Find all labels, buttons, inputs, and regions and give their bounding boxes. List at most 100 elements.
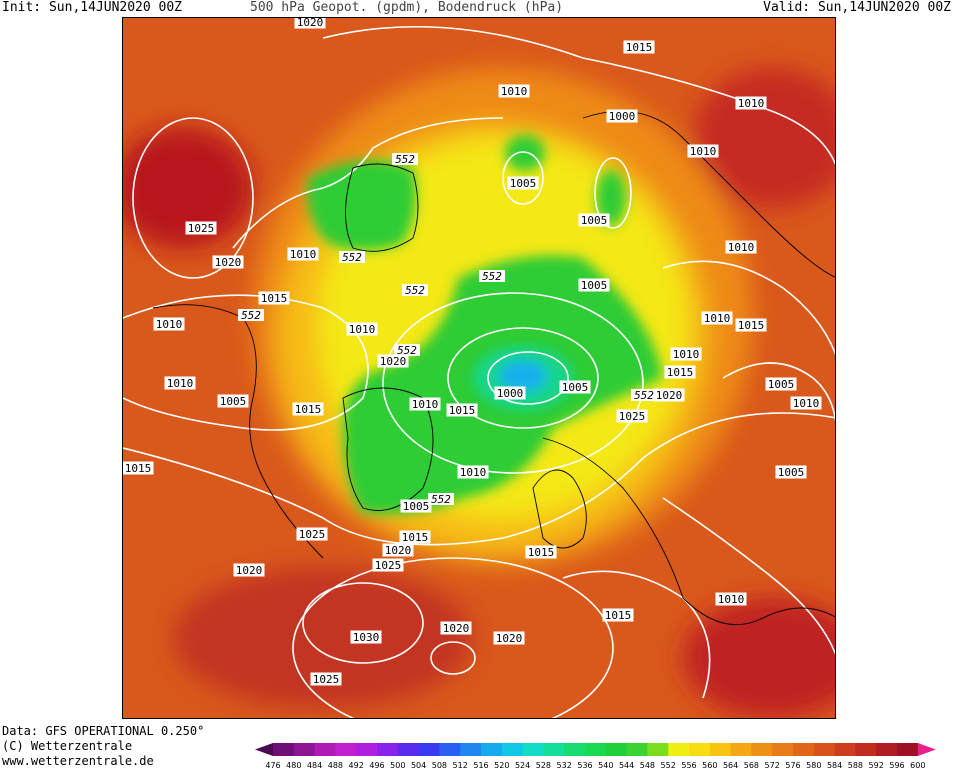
- legend-tick-label: 548: [640, 761, 655, 770]
- isobar-1000: [487, 351, 569, 405]
- geopotential-label: 552: [428, 493, 454, 506]
- pressure-label: 1000: [494, 386, 526, 400]
- pressure-label: 1000: [606, 109, 638, 123]
- legend-tick-label: 484: [307, 761, 322, 770]
- pressure-label-text: 1015: [449, 404, 476, 417]
- geopotential-label-text: 552: [634, 389, 654, 402]
- pressure-label-box: [233, 563, 265, 577]
- pressure-label: 1020: [233, 563, 265, 577]
- legend-swatch: [314, 743, 336, 756]
- pressure-label-text: 1015: [528, 546, 555, 559]
- pressure-label-box: [790, 396, 822, 410]
- legend-tick-label: 532: [557, 761, 572, 770]
- legend-tick-label: 500: [390, 761, 405, 770]
- pressure-label-box: [735, 318, 767, 332]
- legend-swatch: [876, 743, 898, 756]
- pressure-label: 1005: [578, 278, 610, 292]
- isobar-1010: [382, 292, 644, 474]
- legend-swatch: [439, 743, 461, 756]
- pressure-label-text: 1000: [497, 387, 524, 400]
- pressure-label-box: [350, 630, 382, 644]
- geopotential-label: 552: [238, 309, 264, 322]
- pressure-label-box: [701, 311, 733, 325]
- geopotential-label-text: 552: [397, 344, 417, 357]
- geopotential-label: 552: [402, 284, 428, 297]
- legend-tick-label: 508: [432, 761, 447, 770]
- isobar-1005-north: [502, 151, 544, 205]
- pressure-label: 1010: [346, 322, 378, 336]
- legend-tick-label: 556: [681, 761, 696, 770]
- legend-tick-label: 492: [349, 761, 364, 770]
- pressure-label-box: [525, 545, 557, 559]
- pressure-label-box: [494, 386, 526, 400]
- pressure-label: 1010: [735, 96, 767, 110]
- pressure-label-text: 1005: [562, 381, 589, 394]
- pressure-label-text: 1025: [619, 410, 646, 423]
- legend-tick-label: 588: [848, 761, 863, 770]
- pressure-label-text: 1010: [412, 398, 439, 411]
- pressure-label-text: 1010: [728, 241, 755, 254]
- pressure-label-box: [715, 592, 747, 606]
- pressure-label: 1015: [664, 365, 696, 379]
- legend-tick-label: 552: [661, 761, 676, 770]
- legend-tick-label: 596: [889, 761, 904, 770]
- website-link[interactable]: www.wetterzentrale.de: [2, 754, 154, 768]
- pressure-label: 1015: [399, 530, 431, 544]
- legend-swatch: [481, 743, 503, 756]
- legend-swatch: [585, 743, 607, 756]
- pressure-label-box: [296, 527, 328, 541]
- pressure-label-box: [346, 322, 378, 336]
- coastlines: [152, 110, 835, 626]
- pressure-label-box: [507, 176, 539, 190]
- pressure-label: 1015: [602, 608, 634, 622]
- pressure-label: 1020: [440, 621, 472, 635]
- trough-center: [499, 360, 547, 392]
- isobar-1000-north: [594, 157, 632, 229]
- pressure-label: 1025: [616, 409, 648, 423]
- pressure-label-box: [440, 621, 472, 635]
- pressure-label: 1030: [350, 630, 382, 644]
- greenland-coast: [345, 163, 419, 252]
- pressure-label-text: 1015: [626, 41, 653, 54]
- pressure-label-text: 1010: [349, 323, 376, 336]
- legend-tick-label: 488: [328, 761, 343, 770]
- isobar-1025-south: [292, 557, 614, 718]
- legend-tick-label: 584: [827, 761, 842, 770]
- low-geopotential-north: [596, 170, 626, 226]
- pressure-label-box: [185, 221, 217, 235]
- pressure-label-box: [372, 558, 404, 572]
- legend-tick-label: 592: [869, 761, 884, 770]
- pressure-label-text: 1020: [380, 355, 407, 368]
- pressure-label-text: 1005: [778, 466, 805, 479]
- geopotential-label-box: [402, 284, 428, 296]
- pressure-label-box: [670, 347, 702, 361]
- pressure-label-text: 1005: [510, 177, 537, 190]
- isobar-1030: [302, 582, 424, 664]
- geopotential-label-box: [631, 389, 657, 401]
- pressure-label-box: [725, 240, 757, 254]
- geopotential-label-text: 552: [405, 284, 425, 297]
- pressure-label: 1005: [765, 377, 797, 391]
- legend-tick-label: 496: [369, 761, 384, 770]
- pressure-label-text: 1010: [793, 397, 820, 410]
- legend-swatch: [397, 743, 420, 756]
- pressure-label-text: 1020: [443, 622, 470, 635]
- pressure-label: 1020: [653, 388, 685, 402]
- pressure-label: 1015: [258, 291, 290, 305]
- canada-coast: [342, 387, 434, 511]
- pressure-label-box: [123, 461, 154, 475]
- pressure-label-text: 1005: [581, 214, 608, 227]
- legend-tick-label: 572: [765, 761, 780, 770]
- pressure-label-box: [623, 40, 655, 54]
- pressure-label: 1010: [153, 317, 185, 331]
- pressure-label-text: 1025: [375, 559, 402, 572]
- pressure-label-text: 1030: [353, 631, 380, 644]
- pressure-label: 1005: [559, 380, 591, 394]
- geopotential-label: 552: [394, 344, 420, 357]
- legend-swatches: [255, 743, 936, 756]
- pressure-label-text: 1015: [125, 462, 152, 475]
- legend-swatch: [626, 743, 648, 756]
- pressure-label-text: 1005: [220, 395, 247, 408]
- geopotential-label-box: [238, 309, 264, 321]
- high-geopotential-east: [693, 68, 835, 208]
